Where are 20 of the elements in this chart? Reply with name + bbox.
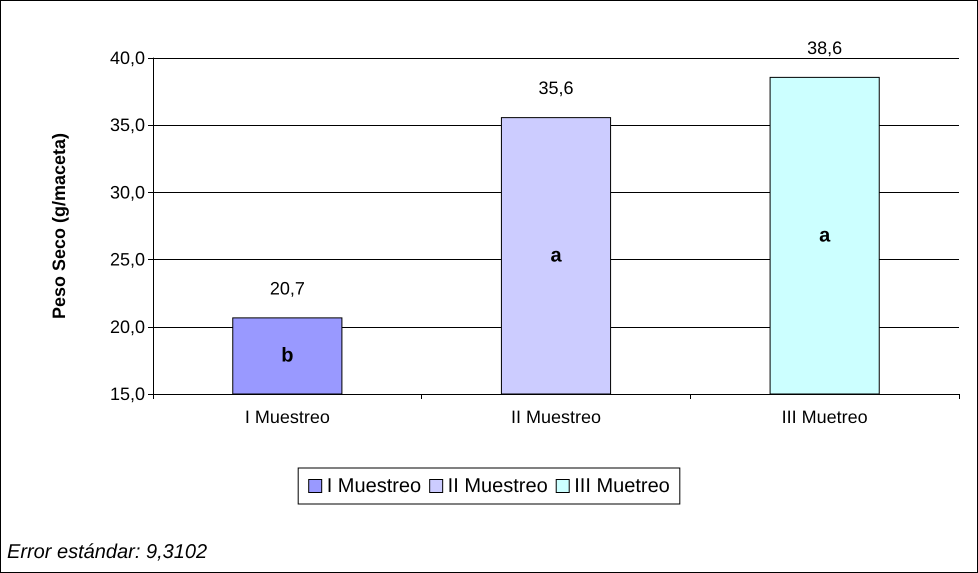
x-tick-label: I Muestreo [244, 407, 330, 427]
x-tick-label: II Muestreo [510, 407, 602, 427]
legend-label: II Muestreo [448, 475, 548, 497]
y-tick-label: 20,0 [110, 316, 145, 337]
y-tick-label: 30,0 [110, 182, 145, 202]
y-tick-label: 15,0 [110, 384, 145, 404]
annotation: b [281, 344, 294, 367]
y-tick-label: 40,0 [110, 48, 145, 68]
x-tick-label: III Muetreo [782, 407, 868, 427]
legend-label: I Muestreo [326, 475, 422, 497]
data-label: 20,7 [270, 278, 305, 298]
y-tick-label: 35,0 [110, 115, 145, 136]
data-label: 38,6 [807, 38, 842, 58]
annotation: a [819, 224, 832, 246]
annotation: a [550, 244, 562, 267]
data-label: 35,6 [538, 78, 574, 98]
y-tick-label: 25,0 [110, 250, 145, 270]
y-axis-title: Peso Seco (g/maceta) [49, 132, 69, 320]
legend-label: III Muetreo [574, 475, 670, 497]
text: Error estándar: 9,3102 [7, 541, 208, 563]
